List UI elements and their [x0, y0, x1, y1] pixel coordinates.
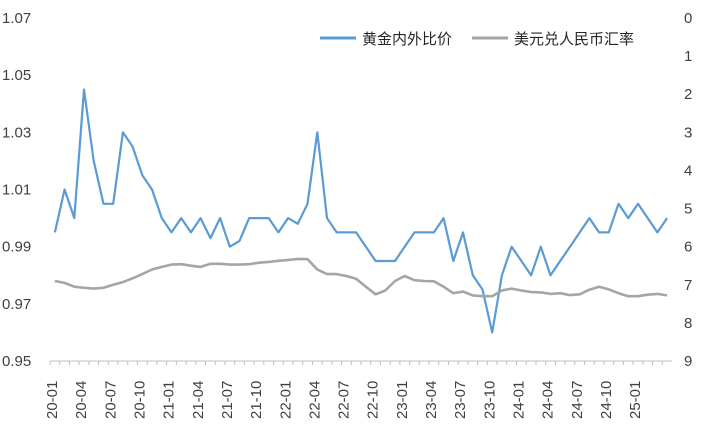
x-tick-label: 22-10: [365, 381, 382, 419]
x-tick-label: 24-01: [511, 381, 528, 419]
left-tick-label: 1.01: [2, 182, 31, 199]
x-tick-label: 24-10: [598, 381, 615, 419]
legend-label-usdcny: 美元兑人民币汇率: [514, 30, 634, 48]
left-axis: 0.95 0.97 0.99 1.01 1.03 1.05 1.07: [2, 10, 31, 370]
x-tick-label: 20-10: [131, 381, 148, 419]
left-tick-label: 1.05: [2, 67, 31, 84]
x-tick-label: 21-04: [190, 381, 207, 419]
left-tick-label: 1.03: [2, 124, 31, 141]
x-tick-label: 20-07: [102, 381, 119, 419]
plot-area: [53, 88, 669, 334]
x-axis: 20-01 20-04 20-07 20-10 21-01 21-04 21-07 21-10…: [44, 360, 672, 419]
x-tick-label: 23-04: [423, 381, 440, 419]
x-tick-label: 23-07: [452, 381, 469, 419]
x-tick-label: 23-01: [394, 381, 411, 419]
x-tick-label: 24-07: [569, 381, 586, 419]
right-tick-label: 7: [684, 277, 692, 294]
left-tick-label: 0.95: [2, 353, 31, 370]
right-tick-label: 5: [684, 201, 692, 218]
x-tick-label: 21-01: [161, 381, 178, 419]
legend: 黄金内外比价 美元兑人民币汇率: [320, 30, 634, 48]
x-tick-label: 21-07: [219, 381, 236, 419]
left-tick-label: 1.07: [2, 10, 31, 27]
series-line-usdcny: [54, 257, 668, 298]
right-tick-label: 9: [684, 353, 692, 370]
series-line-gold-ratio: [53, 88, 669, 334]
x-tick-label: 24-04: [540, 381, 557, 419]
right-tick-label: 6: [684, 239, 692, 256]
x-tick-label: 20-01: [44, 381, 61, 419]
right-tick-label: 3: [684, 124, 692, 141]
right-tick-label: 1: [684, 48, 692, 65]
right-tick-label: 2: [684, 86, 692, 103]
left-tick-label: 0.97: [2, 296, 31, 313]
x-tick-label: 22-04: [306, 381, 323, 419]
x-tick-label: 25-01: [627, 381, 644, 419]
legend-label-gold-ratio: 黄金内外比价: [362, 30, 452, 48]
right-tick-label: 0: [684, 10, 692, 27]
x-tick-label: 22-07: [336, 381, 353, 419]
x-tick-label: 21-10: [248, 381, 265, 419]
x-tick-label: 20-04: [73, 381, 90, 419]
right-tick-label: 4: [684, 162, 692, 179]
x-tick-label: 23-10: [481, 381, 498, 419]
left-tick-label: 0.99: [2, 239, 31, 256]
x-tick-label: 22-01: [277, 381, 294, 419]
right-tick-label: 8: [684, 315, 692, 332]
right-axis: 0 1 2 3 4 5 6 7 8 9: [684, 10, 692, 370]
